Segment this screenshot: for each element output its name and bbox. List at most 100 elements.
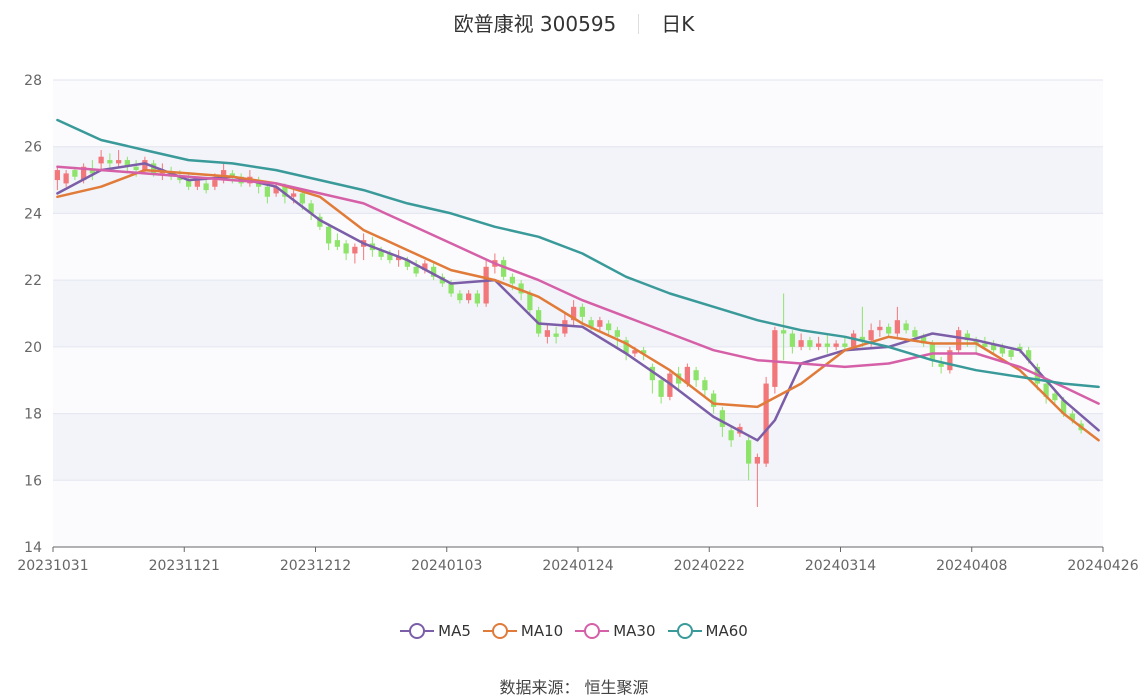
background-band — [53, 480, 1103, 547]
candle-body — [72, 170, 78, 177]
candle-body — [107, 160, 113, 164]
y-tick-label: 20 — [24, 340, 42, 356]
grid-lines — [53, 79, 1103, 548]
candle-body — [352, 246, 358, 254]
background-band — [53, 80, 1103, 147]
candle-body — [614, 330, 620, 337]
candle-body — [63, 173, 69, 184]
candle-body — [186, 180, 192, 187]
candle-body — [999, 346, 1005, 354]
candle-body — [1052, 393, 1058, 401]
candle-body — [929, 343, 935, 361]
legend-marker-icon — [667, 623, 702, 639]
candle-body — [921, 336, 927, 344]
candle-body — [728, 430, 734, 441]
x-tick-label: 20240314 — [805, 558, 876, 574]
x-tick-label: 20231121 — [149, 558, 220, 574]
candle-body — [562, 320, 568, 334]
candle-body — [938, 363, 944, 367]
chart-title: 欧普康视 300595 日K — [0, 8, 1148, 38]
candle-body — [203, 183, 209, 191]
candle-body — [693, 370, 699, 381]
candle-body — [711, 393, 717, 407]
candle-body — [859, 336, 865, 341]
legend-item-ma10[interactable]: MA10 — [482, 622, 563, 640]
legend-label: MA5 — [438, 622, 471, 640]
y-axis: 14 16 18 20 22 24 26 28 — [24, 73, 42, 556]
candle-body — [754, 456, 760, 464]
candle-body — [124, 160, 130, 167]
candle-body — [973, 340, 979, 344]
candle-body — [964, 333, 970, 341]
y-tick-label: 16 — [24, 473, 42, 489]
candle-body — [763, 383, 769, 464]
legend-item-ma5[interactable]: MA5 — [400, 622, 471, 640]
candle-body — [509, 276, 515, 284]
candle-body — [264, 186, 270, 197]
legend-marker-icon — [482, 623, 517, 639]
candle-body — [781, 330, 787, 334]
background-bands — [53, 80, 1103, 547]
candle-body — [466, 293, 472, 301]
x-axis: 20231031 20231121 20231212 20240103 20240124… — [17, 546, 1139, 574]
x-tick-label: 20240408 — [936, 558, 1007, 574]
candle-body — [1043, 383, 1049, 397]
period-label: 日K — [661, 12, 695, 36]
candle-body — [956, 330, 962, 351]
candle-body — [308, 203, 314, 214]
candle-body — [1069, 413, 1075, 421]
candle-body — [719, 410, 725, 427]
candle-body — [824, 343, 830, 347]
candle-body — [912, 330, 918, 337]
candle-body — [89, 170, 95, 174]
candle-body — [632, 350, 638, 354]
candle-body — [798, 340, 804, 347]
candle-body — [334, 240, 340, 247]
stock-name: 欧普康视 300595 — [453, 12, 617, 36]
candle-body — [842, 343, 848, 347]
candle-body — [194, 180, 200, 187]
candle-body — [991, 343, 997, 351]
line-ma10 — [56, 168, 1100, 442]
candle-body — [422, 263, 428, 271]
legend-label: MA30 — [613, 622, 656, 640]
x-tick-label: 20240124 — [542, 558, 613, 574]
candle-body — [483, 266, 489, 304]
candle-body — [1017, 346, 1023, 351]
candle-body — [789, 333, 795, 347]
candle-body — [816, 343, 822, 347]
candle-body — [877, 326, 883, 331]
legend-marker-ring — [584, 623, 601, 639]
candle-body — [404, 260, 410, 267]
legend-marker-ring — [409, 623, 426, 639]
candle-body — [413, 266, 419, 274]
background-band — [53, 280, 1103, 347]
background-band — [53, 413, 1103, 481]
kline-chart: 14 16 18 20 22 24 26 28 20231031 20231121 2023121… — [17, 73, 1139, 574]
legend-item-ma60[interactable]: MA60 — [667, 622, 748, 640]
legend-label: MA60 — [705, 622, 748, 640]
legend: MA5 MA10 MA30 MA60 — [0, 622, 1148, 643]
candle-body — [667, 373, 673, 397]
background-band — [53, 213, 1103, 281]
candle-body — [641, 350, 647, 354]
candle-body — [947, 350, 953, 371]
candle-body — [807, 340, 813, 347]
legend-item-ma30[interactable]: MA30 — [575, 622, 656, 640]
candle-body — [177, 176, 183, 181]
candle-body — [684, 366, 690, 384]
candle-body — [623, 340, 629, 354]
candle-body — [474, 293, 480, 304]
candle-body — [387, 253, 393, 261]
candle-body — [431, 266, 437, 277]
candle-body — [544, 330, 550, 337]
candle-body — [597, 320, 603, 327]
legend-marker-icon — [575, 623, 610, 639]
y-tick-label: 26 — [24, 140, 42, 156]
line-ma30 — [56, 165, 1100, 405]
candle-body — [326, 226, 332, 244]
candle-body — [273, 186, 279, 194]
candle-body — [772, 330, 778, 387]
candle-body — [343, 243, 349, 254]
candle-body — [98, 156, 104, 164]
